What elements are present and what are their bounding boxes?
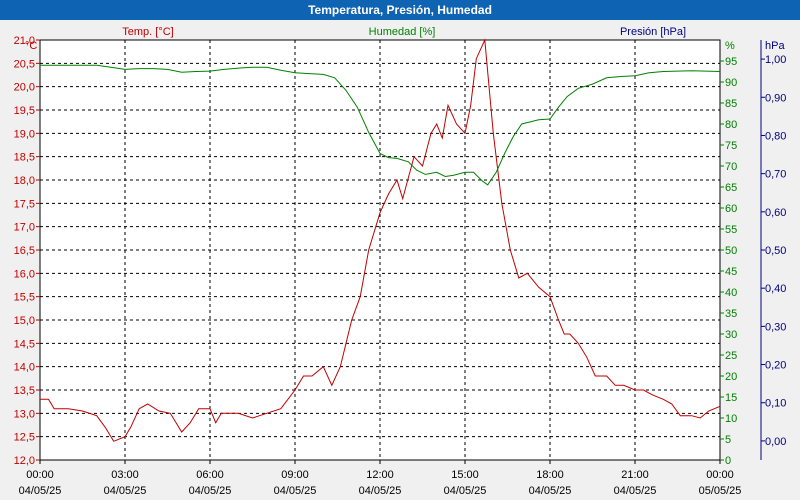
- temp-tick-label: 15,0: [14, 315, 35, 327]
- x-tick-date: 04/05/25: [529, 485, 572, 497]
- hum-tick-label: 10: [725, 413, 737, 425]
- pres-tick-label: 0,70: [765, 169, 786, 181]
- temp-series-line: [40, 38, 721, 442]
- temp-unit-label: °C: [25, 40, 37, 52]
- hum-tick-label: 85: [725, 98, 737, 110]
- hum-tick-label: 45: [725, 266, 737, 278]
- weather-chart: 12,0 12,5 13,0 13,5 14,0 14,5 15,0 15,5 16,0 16,5…: [14, 26, 787, 497]
- temp-tick-label: 18,5: [14, 152, 35, 164]
- hum-tick-label: 50: [725, 245, 737, 257]
- x-tick-time: 12:00: [366, 469, 394, 481]
- pres-tick-label: 0,10: [765, 398, 786, 410]
- pres-axis-title: Presión [hPa]: [620, 26, 686, 38]
- x-tick-date: 04/05/25: [19, 485, 62, 497]
- temp-tick-label: 13,5: [14, 385, 35, 397]
- hum-tick-label: 70: [725, 161, 737, 173]
- temp-axis-ticks: 12,0 12,5 13,0 13,5 14,0 14,5 15,0 15,5 16,0 16,5…: [14, 35, 40, 467]
- hum-series-line: [40, 64, 721, 186]
- pres-tick-label: 0,60: [765, 207, 786, 219]
- window-title-bar: Temperatura, Presión, Humedad: [0, 0, 800, 20]
- hum-tick-label: 90: [725, 77, 737, 89]
- temp-tick-label: 17,0: [14, 222, 35, 234]
- hum-axis-title: Humedad [%]: [369, 26, 436, 38]
- hum-tick-label: 5: [725, 434, 731, 446]
- hum-tick-label: 60: [725, 203, 737, 215]
- temp-tick-label: 12,5: [14, 432, 35, 444]
- temp-tick-label: 16,0: [14, 268, 35, 280]
- x-tick-date: 04/05/25: [444, 485, 487, 497]
- temp-tick-label: 13,0: [14, 408, 35, 420]
- x-tick-time: 18:00: [536, 469, 564, 481]
- x-tick-time: 09:00: [281, 469, 309, 481]
- x-tick-time: 15:00: [451, 469, 479, 481]
- temp-tick-label: 14,5: [14, 338, 35, 350]
- x-tick-date: 04/05/25: [614, 485, 657, 497]
- hum-tick-label: 30: [725, 329, 737, 341]
- x-tick-time: 00:00: [706, 469, 734, 481]
- chart-series: [40, 38, 721, 442]
- x-tick-time: 21:00: [621, 469, 649, 481]
- pres-tick-label: 0,50: [765, 245, 786, 257]
- hum-unit-label: %: [725, 40, 735, 52]
- x-tick-date: 04/05/25: [274, 485, 317, 497]
- temp-tick-label: 14,0: [14, 362, 35, 374]
- hum-tick-label: 55: [725, 224, 737, 236]
- pres-tick-label: 0,90: [765, 92, 786, 104]
- x-tick-date: 04/05/25: [104, 485, 147, 497]
- pres-tick-label: 0,00: [765, 436, 786, 448]
- pres-tick-label: 0,80: [765, 130, 786, 142]
- x-tick-time: 00:00: [26, 469, 54, 481]
- temp-tick-label: 21,0: [14, 35, 35, 47]
- hum-tick-label: 35: [725, 308, 737, 320]
- pres-tick-label: 0,20: [765, 360, 786, 372]
- hum-axis-ticks: 0 5 10 15 20 25 30 35 40 45 50 55 60 65 70 75 80 85 90 95: [720, 56, 737, 467]
- temp-tick-label: 19,5: [14, 105, 35, 117]
- pres-tick-label: 0,30: [765, 321, 786, 333]
- x-tick-time: 06:00: [196, 469, 224, 481]
- x-tick-date: 05/05/25: [699, 485, 742, 497]
- chart-grid: [39, 39, 721, 461]
- window-title: Temperatura, Presión, Humedad: [308, 3, 492, 17]
- x-tick-date: 04/05/25: [189, 485, 232, 497]
- temp-tick-label: 20,5: [14, 58, 35, 70]
- temp-axis-title: Temp. [°C]: [122, 26, 173, 38]
- hum-tick-label: 80: [725, 119, 737, 131]
- temp-tick-label: 12,0: [14, 455, 35, 467]
- x-tick-date: 04/05/25: [359, 485, 402, 497]
- pres-unit-label: hPa: [765, 40, 785, 52]
- hum-tick-label: 0: [725, 455, 731, 467]
- temp-tick-label: 15,5: [14, 292, 35, 304]
- x-axis-ticks: 00:00 04/05/25 03:00 04/05/25 06:00 04/05/25 0…: [19, 460, 742, 497]
- temp-tick-label: 17,5: [14, 198, 35, 210]
- hum-tick-label: 75: [725, 140, 737, 152]
- hum-tick-label: 15: [725, 392, 737, 404]
- temp-tick-label: 18,0: [14, 175, 35, 187]
- pres-tick-label: 1,00: [765, 54, 786, 66]
- hum-tick-label: 65: [725, 182, 737, 194]
- x-tick-time: 03:00: [111, 469, 139, 481]
- temp-tick-label: 20,0: [14, 82, 35, 94]
- hum-tick-label: 25: [725, 350, 737, 362]
- hum-tick-label: 95: [725, 56, 737, 68]
- temp-tick-label: 16,5: [14, 245, 35, 257]
- pres-axis-ticks: 0,00 0,10 0,20 0,30 0,40 0,50 0,60 0,70 0,80 0,90…: [761, 54, 786, 448]
- hum-tick-label: 20: [725, 371, 737, 383]
- temp-tick-label: 19,0: [14, 128, 35, 140]
- pres-tick-label: 0,40: [765, 283, 786, 295]
- hum-tick-label: 40: [725, 287, 737, 299]
